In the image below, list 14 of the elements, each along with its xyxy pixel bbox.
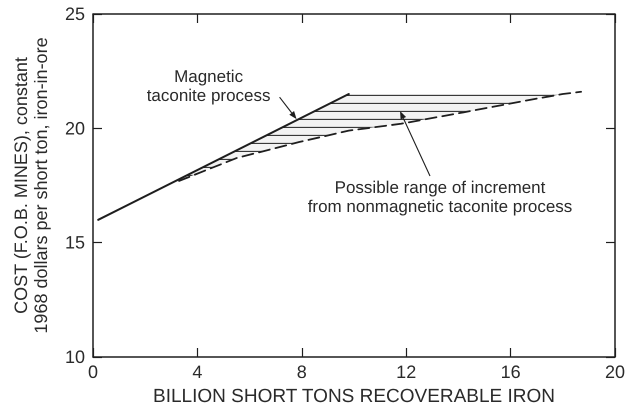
annotation: Magnetic taconite process	[146, 67, 270, 106]
y-tick-label: 15	[64, 232, 85, 253]
y-tick-label: 25	[64, 4, 85, 24]
x-tick-label: 20	[604, 362, 626, 382]
x-axis-title: BILLION SHORT TONS RECOVERABLE IRON	[153, 386, 555, 407]
x-tick-label: 8	[296, 362, 307, 382]
y-tick-label: 10	[64, 347, 85, 367]
annotation: Possible range of increment from nonmagnetic taconite process	[308, 178, 572, 216]
x-tick-label: 4	[192, 362, 202, 382]
y-tick-label: 20	[64, 118, 85, 138]
x-tick-label: 16	[500, 362, 521, 382]
x-tick-label: 0	[88, 362, 98, 382]
x-tick-label: 12	[396, 362, 416, 382]
y-axis-title: COST (F.O.B. MINES), constant 1968 dollars per short ton, iron-in-ore	[11, 37, 51, 334]
